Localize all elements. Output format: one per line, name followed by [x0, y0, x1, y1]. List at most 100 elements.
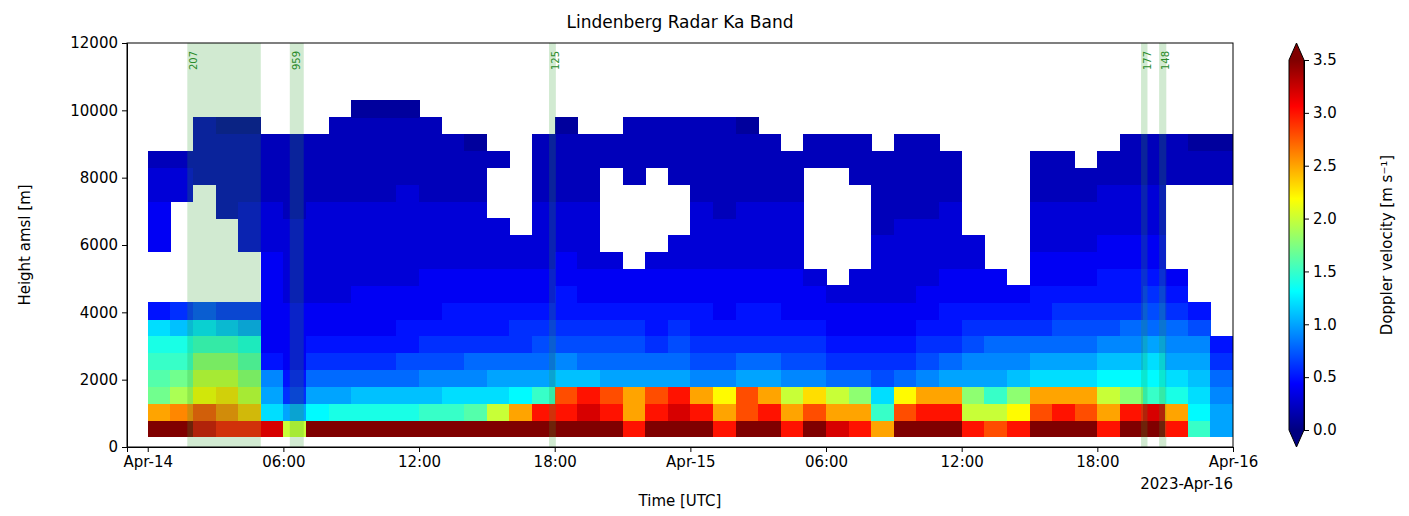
cell: [442, 151, 465, 168]
cell: [374, 285, 397, 302]
colorbar-tick-label: 1.0: [1313, 316, 1337, 334]
cell: [1030, 168, 1053, 185]
cell: [758, 184, 781, 201]
cell: [962, 302, 985, 319]
cell: [939, 403, 962, 420]
cell: [487, 269, 510, 286]
cell: [826, 134, 849, 151]
cell: [668, 386, 691, 403]
cell: [894, 420, 917, 437]
cell: [758, 386, 781, 403]
cell: [148, 353, 171, 370]
colorbar-tick-label: 2.0: [1313, 210, 1337, 228]
y-tick: 8000: [80, 169, 127, 187]
cell: [306, 168, 329, 185]
cell: [396, 386, 419, 403]
cell: [1052, 370, 1075, 387]
colorbar-tick-label: 3.5: [1313, 51, 1337, 69]
cell: [1007, 420, 1030, 437]
cell: [419, 151, 442, 168]
x-axis-title: Time [UTC]: [638, 492, 722, 510]
cell: [939, 168, 962, 185]
cell: [351, 319, 374, 336]
x-tick: 06:00: [805, 447, 848, 471]
cell: [1075, 218, 1098, 235]
cell: [713, 184, 736, 201]
cell: [962, 336, 985, 353]
cell: [148, 218, 171, 235]
cell: [464, 235, 487, 252]
cell: [826, 370, 849, 387]
cell: [894, 168, 917, 185]
cell: [329, 319, 352, 336]
cell: [781, 235, 804, 252]
cell: [849, 151, 872, 168]
cell: [803, 353, 826, 370]
y-tick: 4000: [80, 304, 127, 322]
cell: [509, 319, 532, 336]
cell: [894, 235, 917, 252]
cell: [871, 269, 894, 286]
cell: [962, 386, 985, 403]
cell: [623, 134, 646, 151]
cell: [487, 235, 510, 252]
cell: [374, 420, 397, 437]
cell: [442, 353, 465, 370]
cell: [758, 269, 781, 286]
y-tick-mark: [122, 178, 127, 179]
cell: [1120, 302, 1143, 319]
x-axis: Apr-1406:0012:0018:00Apr-1506:0012:0018:…: [123, 447, 1258, 471]
cell: [419, 370, 442, 387]
y-tick-label: 2000: [80, 371, 118, 389]
cell: [442, 235, 465, 252]
x-tick: 18:00: [1076, 447, 1119, 471]
cell: [690, 285, 713, 302]
cell: [1097, 252, 1120, 269]
cell: [600, 370, 623, 387]
cell: [1120, 269, 1143, 286]
cell: [555, 302, 578, 319]
spans: [187, 43, 1166, 447]
cell: [1030, 353, 1053, 370]
cell: [1097, 218, 1120, 235]
cell: [894, 201, 917, 218]
cell: [916, 285, 939, 302]
cell: [374, 134, 397, 151]
cell: [555, 336, 578, 353]
cell: [329, 370, 352, 387]
cell: [1120, 201, 1143, 218]
cell: [509, 420, 532, 437]
cell: [690, 184, 713, 201]
cell: [306, 420, 329, 437]
cell: [962, 353, 985, 370]
cell: [555, 168, 578, 185]
cell: [306, 386, 329, 403]
cell: [894, 151, 917, 168]
cell: [329, 168, 352, 185]
colorbar-tick-mark: [1304, 60, 1309, 61]
cell: [803, 151, 826, 168]
cell: [396, 319, 419, 336]
cell: [894, 302, 917, 319]
cell: [442, 184, 465, 201]
colorbar-tick-mark: [1304, 113, 1309, 114]
cell: [577, 218, 600, 235]
cell: [871, 319, 894, 336]
y-tick-mark: [122, 245, 127, 246]
cell: [1210, 168, 1233, 185]
cell: [826, 302, 849, 319]
cell: [736, 269, 759, 286]
cell: [962, 252, 985, 269]
cell: [939, 386, 962, 403]
cell: [758, 218, 781, 235]
cell: [736, 252, 759, 269]
cell: [894, 336, 917, 353]
colorbar-tick: 1.5: [1304, 263, 1337, 281]
cell: [442, 386, 465, 403]
cell: [555, 370, 578, 387]
cell: [781, 285, 804, 302]
y-tick: 6000: [80, 236, 127, 254]
cell: [690, 319, 713, 336]
cell: [736, 302, 759, 319]
cell: [442, 403, 465, 420]
